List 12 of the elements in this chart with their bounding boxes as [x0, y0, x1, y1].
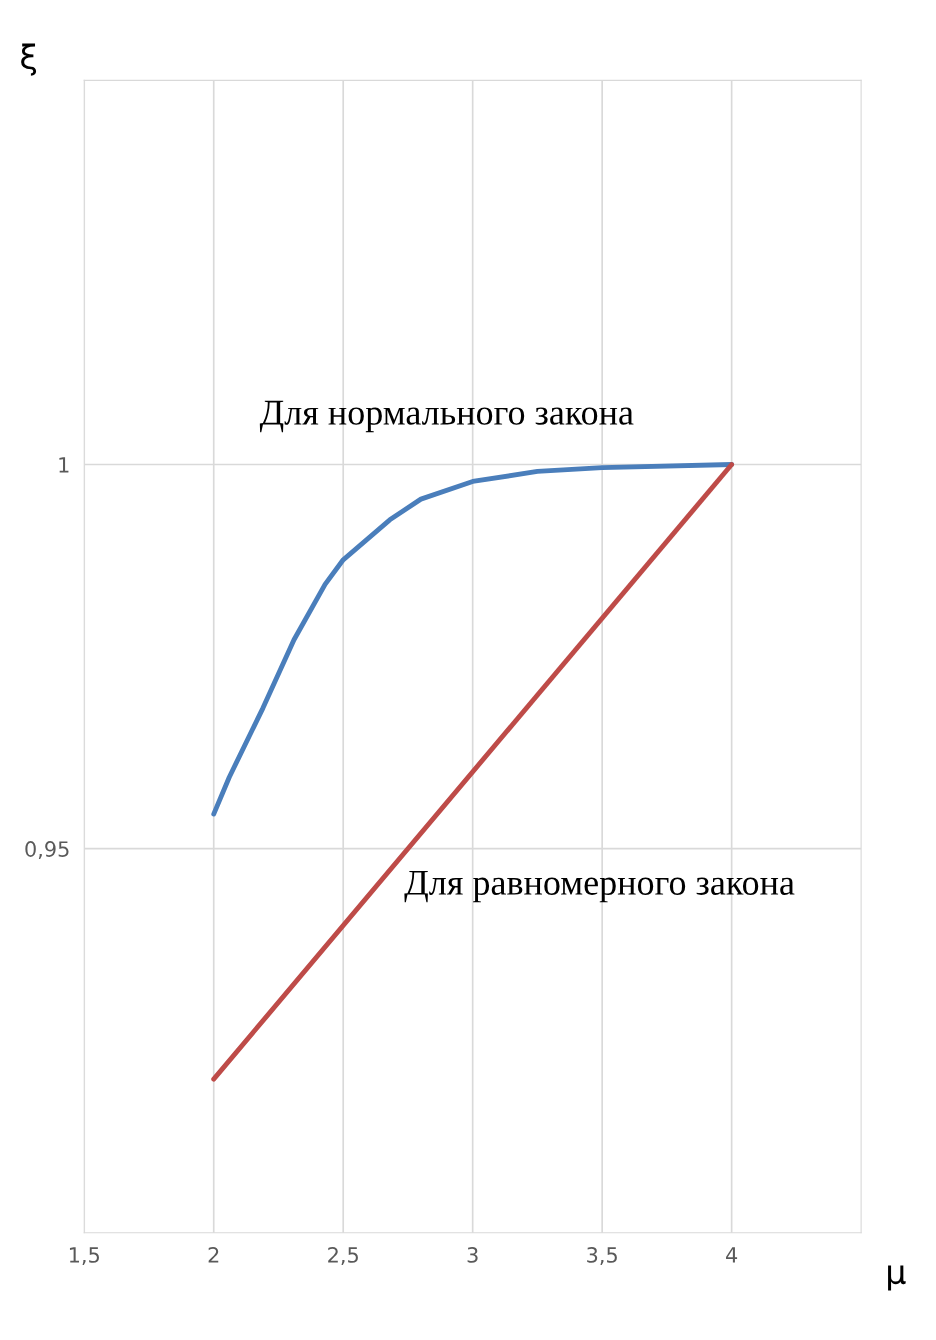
x-tick-label: 3,5 — [587, 1247, 617, 1265]
x-tick-label: 2,5 — [328, 1247, 358, 1265]
x-tick-label: 2 — [208, 1247, 219, 1263]
series-label: Для нормального закона — [259, 400, 634, 433]
y-tick-label: 1 — [59, 457, 69, 473]
series-label: Для равномерного закона — [404, 870, 795, 903]
x-axis-title: μ — [888, 1265, 906, 1291]
y-axis-title: ξ — [21, 43, 37, 76]
x-tick-label: 1,5 — [69, 1247, 99, 1265]
x-tick-label: 3 — [467, 1247, 478, 1263]
x-tick-label: 4 — [726, 1247, 738, 1263]
y-tick-label: 0,95 — [25, 841, 69, 859]
